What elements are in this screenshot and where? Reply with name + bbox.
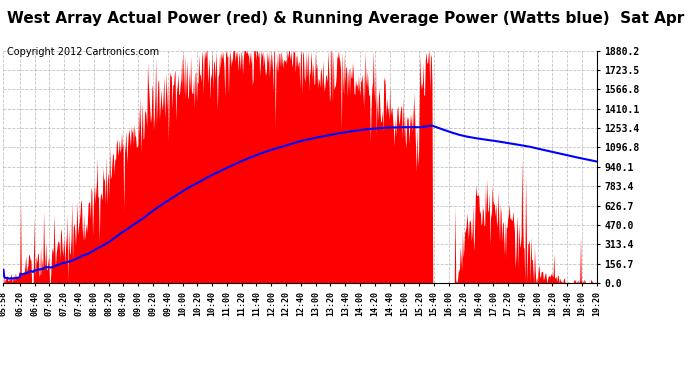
Text: West Array Actual Power (red) & Running Average Power (Watts blue)  Sat Apr 21 1: West Array Actual Power (red) & Running … bbox=[7, 11, 690, 26]
Text: Copyright 2012 Cartronics.com: Copyright 2012 Cartronics.com bbox=[7, 47, 159, 57]
